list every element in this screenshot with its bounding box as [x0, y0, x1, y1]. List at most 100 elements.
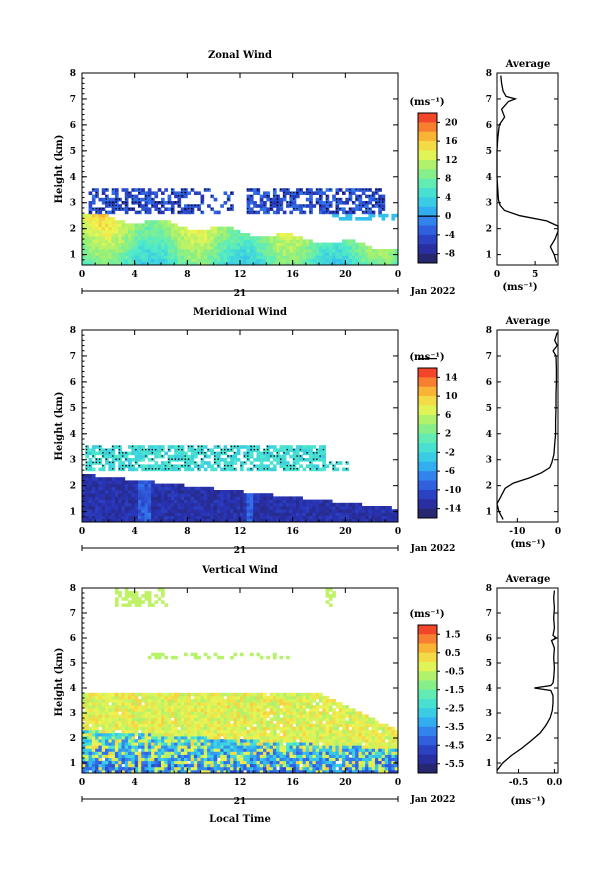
heatmap-cell — [101, 515, 106, 520]
heatmap-cell — [85, 729, 89, 734]
x-tick-label: 0 — [79, 527, 85, 537]
heatmap-cell — [253, 695, 257, 700]
heatmap-cell — [134, 499, 139, 504]
heatmap-cell — [378, 258, 382, 263]
heatmap-cell — [253, 458, 257, 462]
heatmap-cell — [184, 255, 188, 259]
heatmap-cell — [164, 502, 168, 507]
heatmap-cell — [157, 502, 162, 507]
heatmap-cell — [108, 480, 113, 484]
contour-mark — [118, 452, 121, 454]
heatmap-cell — [144, 239, 149, 243]
contour-mark — [372, 195, 374, 197]
heatmap-cell — [368, 213, 373, 218]
heatmap-cell — [147, 736, 152, 740]
heatmap-cell — [263, 464, 267, 468]
heatmap-cell — [266, 197, 271, 202]
heatmap-cell — [161, 197, 165, 202]
heatmap-cell — [118, 705, 122, 709]
heatmap-cell — [292, 496, 297, 500]
heatmap-cell — [193, 252, 198, 256]
heatmap-cell — [312, 467, 317, 472]
heatmap-cell — [207, 493, 211, 497]
heatmap-cell — [249, 201, 254, 205]
heatmap-cell — [151, 742, 155, 746]
heatmap-cell — [124, 486, 129, 491]
heatmap-cell — [164, 518, 168, 523]
heatmap-cell — [302, 467, 307, 472]
heatmap-cell — [289, 252, 294, 256]
contour-mark — [187, 445, 190, 448]
heatmap-cell — [253, 760, 257, 765]
heatmap-cell — [338, 252, 343, 256]
heatmap-cell — [276, 233, 280, 237]
heatmap-cell — [82, 714, 86, 718]
heatmap-cell — [338, 502, 343, 507]
heatmap-cell — [197, 239, 201, 243]
heatmap-cell — [128, 486, 132, 491]
contour-mark — [253, 448, 256, 451]
contour-mark — [276, 201, 279, 203]
heatmap-cell — [266, 239, 271, 243]
heatmap-cell — [161, 464, 165, 468]
heatmap-cell — [121, 726, 126, 731]
heatmap-cell — [279, 499, 284, 504]
contour-mark — [201, 452, 203, 454]
heatmap-cell — [128, 518, 132, 523]
heatmap-cell — [118, 591, 122, 595]
contour-mark — [102, 452, 104, 454]
heatmap-cell — [88, 220, 93, 224]
heatmap-cell — [322, 502, 326, 507]
heatmap-cell — [131, 239, 136, 243]
heatmap-cell — [105, 736, 109, 740]
heatmap-cell — [124, 255, 129, 259]
colorbar-band — [418, 386, 437, 397]
contour-mark — [177, 445, 180, 448]
heatmap-cell — [101, 726, 106, 731]
heatmap-cell — [128, 515, 132, 520]
heatmap-cell — [124, 226, 129, 231]
heatmap-cell — [233, 509, 238, 513]
day-label: 21 — [234, 546, 247, 556]
heatmap-cell — [95, 445, 99, 449]
heatmap-cell — [174, 699, 178, 703]
heatmap-cell — [358, 261, 363, 266]
heatmap-cell — [226, 763, 231, 768]
heatmap-cell — [299, 464, 303, 468]
contour-mark — [243, 461, 246, 464]
heatmap-cell — [128, 591, 132, 595]
heatmap-cell — [230, 714, 234, 718]
heatmap-cell — [213, 210, 218, 215]
heatmap-cell — [226, 512, 231, 516]
contour-mark — [312, 452, 315, 454]
heatmap-cell — [325, 515, 330, 520]
heatmap-cell — [365, 194, 369, 199]
heatmap-cell — [203, 708, 208, 712]
heatmap-cell — [157, 699, 162, 703]
contour-mark — [151, 448, 154, 451]
heatmap-cell — [170, 729, 175, 734]
heatmap-cell — [213, 720, 218, 725]
heatmap-cell — [157, 245, 162, 250]
heatmap-cell — [236, 769, 241, 774]
heatmap-cell — [220, 757, 224, 762]
colorbar-band — [418, 499, 437, 509]
heatmap-cell — [200, 766, 205, 771]
heatmap-cell — [197, 714, 201, 718]
heatmap-cell — [187, 763, 192, 768]
heatmap-cell — [180, 207, 185, 211]
heatmap-cell — [220, 754, 224, 758]
heatmap-cell — [154, 229, 159, 234]
heatmap-cell — [111, 695, 116, 700]
heatmap-cell — [348, 518, 353, 523]
heatmap-cell — [141, 188, 145, 192]
heatmap-cell — [200, 252, 205, 256]
heatmap-cell — [230, 506, 234, 510]
contour-mark — [233, 445, 236, 448]
heatmap-cell — [177, 754, 182, 758]
contour-mark — [263, 452, 265, 454]
heatmap-cell — [249, 518, 254, 523]
contour-mark — [135, 448, 137, 451]
heatmap-cell — [95, 496, 99, 500]
heatmap-cell — [240, 506, 244, 510]
